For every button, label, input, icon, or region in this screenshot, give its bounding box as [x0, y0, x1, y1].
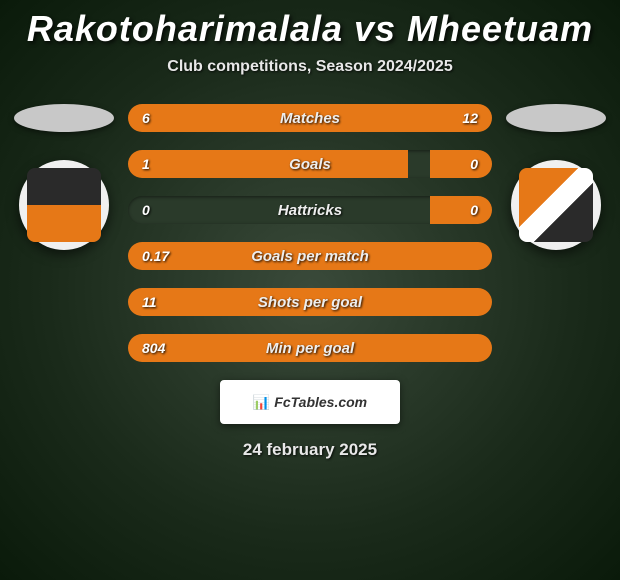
- left-player-column: [8, 104, 120, 362]
- stat-value-left: 6: [142, 104, 150, 132]
- stat-bar: 10Goals: [128, 150, 492, 178]
- stat-value-right: 12: [462, 104, 478, 132]
- attribution-badge: 📊 FcTables.com: [220, 380, 400, 424]
- date-label: 24 february 2025: [0, 440, 620, 460]
- stat-value-left: 0: [142, 196, 150, 224]
- ellipse-decoration: [14, 104, 114, 132]
- left-team-badge-icon: [27, 168, 101, 242]
- stat-value-left: 11: [142, 288, 157, 316]
- stat-bar: 804Min per goal: [128, 334, 492, 362]
- left-team-badge: [19, 160, 109, 250]
- stat-bar-right-fill: [430, 150, 492, 178]
- stat-bar-right-fill: [248, 104, 492, 132]
- stat-bar: 00Hattricks: [128, 196, 492, 224]
- chart-icon: 📊: [253, 394, 270, 411]
- page-subtitle: Club competitions, Season 2024/2025: [0, 58, 620, 76]
- comparison-content: 612Matches10Goals00Hattricks0.17Goals pe…: [0, 104, 620, 362]
- stat-value-right: 0: [470, 150, 478, 178]
- stat-bar: 0.17Goals per match: [128, 242, 492, 270]
- stat-value-left: 1: [142, 150, 150, 178]
- stat-bar-right-fill: [430, 196, 492, 224]
- stat-value-left: 804: [142, 334, 165, 362]
- stat-bar: 612Matches: [128, 104, 492, 132]
- stat-value-right: 0: [470, 196, 478, 224]
- ellipse-decoration: [506, 104, 606, 132]
- stat-bar-left-fill: [128, 288, 492, 316]
- attribution-text: FcTables.com: [274, 394, 367, 410]
- stat-bar-left-fill: [128, 334, 492, 362]
- stat-bar: 11Shots per goal: [128, 288, 492, 316]
- right-team-badge-icon: [519, 168, 593, 242]
- stat-value-left: 0.17: [142, 242, 169, 270]
- stat-bar-left-fill: [128, 150, 408, 178]
- stat-bar-left-fill: [128, 242, 492, 270]
- page-title: Rakotoharimalala vs Mheetuam: [0, 0, 620, 50]
- right-player-column: [500, 104, 612, 362]
- right-team-badge: [511, 160, 601, 250]
- stats-bars: 612Matches10Goals00Hattricks0.17Goals pe…: [120, 104, 500, 362]
